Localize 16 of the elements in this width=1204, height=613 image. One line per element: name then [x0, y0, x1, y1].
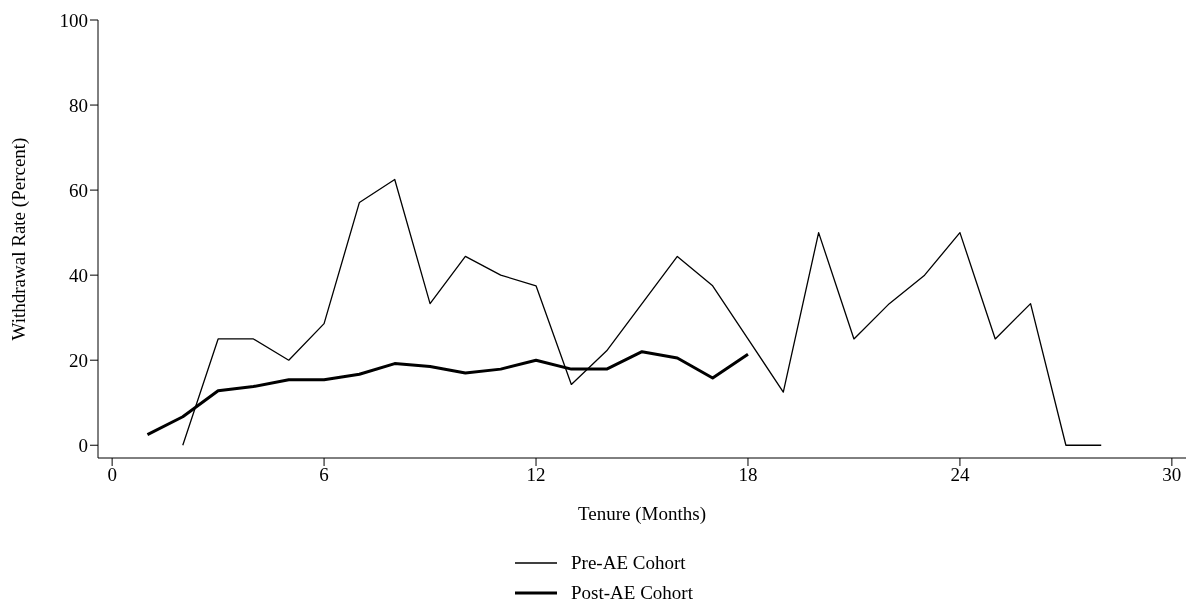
y-tick-label: 0 [78, 434, 88, 456]
y-tick-label: 40 [69, 264, 88, 286]
y-axis-title: Withdrawal Rate (Percent) [7, 137, 30, 341]
y-tick-label: 20 [69, 349, 88, 371]
x-tick-label: 6 [319, 464, 329, 486]
y-tick-label: 60 [69, 179, 88, 201]
x-tick-label: 12 [526, 464, 546, 486]
x-tick-label: 0 [107, 464, 117, 486]
x-tick-label: 24 [950, 464, 970, 486]
legend-label: Post-AE Cohort [571, 582, 694, 604]
x-tick-label: 18 [738, 464, 758, 486]
x-axis-title: Tenure (Months) [578, 503, 706, 525]
y-tick-label: 100 [59, 9, 88, 31]
y-tick-label: 80 [69, 94, 88, 116]
x-tick-label: 30 [1162, 464, 1182, 486]
legend-label: Pre-AE Cohort [571, 552, 687, 574]
